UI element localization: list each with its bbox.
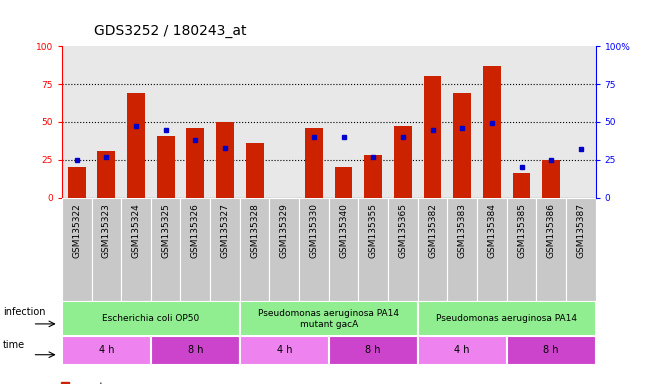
Text: GSM135324: GSM135324 (132, 203, 141, 258)
Text: GSM135323: GSM135323 (102, 203, 111, 258)
Text: GSM135340: GSM135340 (339, 203, 348, 258)
Bar (127, 93, 145, 198)
Text: 4 h: 4 h (454, 345, 470, 356)
Text: GSM135327: GSM135327 (221, 203, 229, 258)
Bar (62, 198, 92, 301)
Bar (329, 198, 359, 301)
Text: GSM135355: GSM135355 (368, 203, 378, 258)
Text: Escherichia coli OP50: Escherichia coli OP50 (102, 314, 199, 323)
Bar (299, 198, 329, 301)
Text: GDS3252 / 180243_at: GDS3252 / 180243_at (94, 25, 247, 38)
Bar (359, 198, 388, 301)
Bar (92, 198, 121, 301)
Bar (157, 136, 174, 198)
Text: GSM135326: GSM135326 (191, 203, 200, 258)
Text: GSM135328: GSM135328 (250, 203, 259, 258)
Bar (151, 198, 180, 301)
Text: GSM135330: GSM135330 (309, 203, 318, 258)
Bar (536, 198, 566, 301)
Bar (62, 301, 240, 336)
Text: GSM135387: GSM135387 (576, 203, 585, 258)
Text: time: time (3, 339, 25, 350)
Bar (447, 198, 477, 301)
Bar (245, 143, 264, 198)
Text: GSM135382: GSM135382 (428, 203, 437, 258)
Text: 8 h: 8 h (187, 345, 203, 356)
Bar (483, 66, 501, 198)
Text: GSM135325: GSM135325 (161, 203, 170, 258)
Legend: count, percentile rank within the sample: count, percentile rank within the sample (61, 382, 250, 384)
Bar (240, 198, 270, 301)
Bar (394, 126, 412, 198)
Bar (418, 336, 506, 365)
Bar (506, 336, 596, 365)
Bar (240, 336, 329, 365)
Bar (270, 198, 299, 301)
Bar (477, 198, 506, 301)
Text: GSM135384: GSM135384 (488, 203, 496, 258)
Text: Pseudomonas aeruginosa PA14
mutant gacA: Pseudomonas aeruginosa PA14 mutant gacA (258, 309, 399, 329)
Bar (68, 167, 85, 198)
Bar (418, 198, 447, 301)
Text: Pseudomonas aeruginosa PA14: Pseudomonas aeruginosa PA14 (436, 314, 577, 323)
Bar (216, 122, 234, 198)
Text: infection: infection (3, 307, 46, 317)
Bar (121, 198, 151, 301)
Text: GSM135329: GSM135329 (280, 203, 289, 258)
Bar (388, 198, 418, 301)
Bar (418, 301, 596, 336)
Bar (62, 336, 151, 365)
Bar (151, 336, 240, 365)
Text: 8 h: 8 h (365, 345, 381, 356)
Text: 8 h: 8 h (544, 345, 559, 356)
Bar (329, 336, 418, 365)
Bar (210, 198, 240, 301)
Text: GSM135386: GSM135386 (547, 203, 556, 258)
Text: GSM135385: GSM135385 (517, 203, 526, 258)
Bar (365, 155, 382, 198)
Bar (453, 93, 471, 198)
Text: GSM135322: GSM135322 (72, 203, 81, 258)
Bar (542, 160, 560, 198)
Bar (305, 128, 323, 198)
Bar (424, 76, 441, 198)
Text: 4 h: 4 h (98, 345, 114, 356)
Bar (180, 198, 210, 301)
Bar (186, 128, 204, 198)
Bar (98, 151, 115, 198)
Bar (566, 198, 596, 301)
Text: GSM135365: GSM135365 (398, 203, 408, 258)
Bar (335, 167, 352, 198)
Text: 4 h: 4 h (277, 345, 292, 356)
Text: GSM135383: GSM135383 (458, 203, 467, 258)
Bar (512, 174, 531, 198)
Bar (240, 301, 418, 336)
Bar (506, 198, 536, 301)
